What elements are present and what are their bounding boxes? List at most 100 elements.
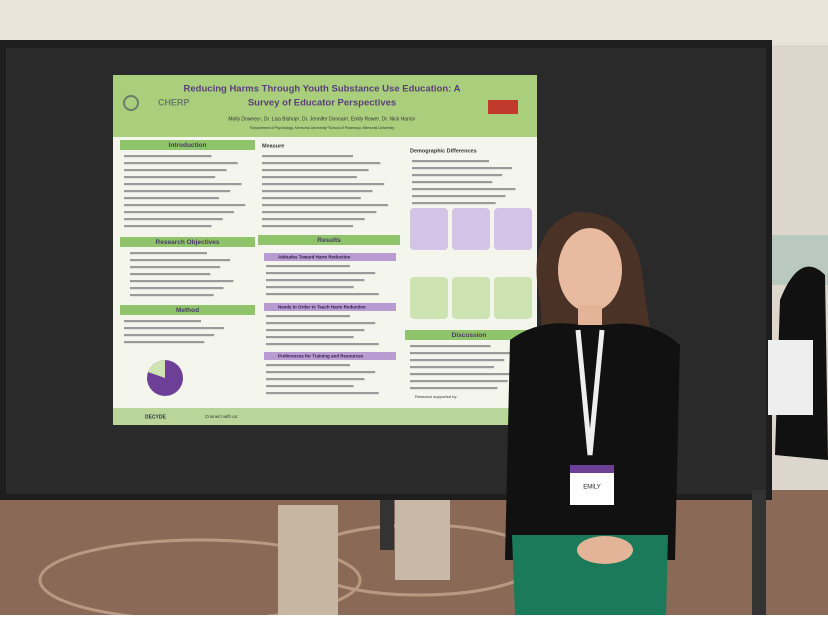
affiliations: ¹Department of Psychology, Memorial Univ… [250, 126, 394, 130]
section-header [405, 330, 533, 340]
results-heading: Attitudes Toward Harm Reduction [278, 255, 351, 260]
text-line [262, 176, 357, 179]
text-line [262, 155, 353, 158]
text-line [266, 315, 350, 318]
text-line [266, 329, 365, 332]
text-line [262, 169, 369, 172]
title-line: Survey of Educator Perspectives [248, 98, 396, 109]
text-line [412, 188, 516, 191]
text-line [130, 252, 207, 255]
text-line [410, 380, 508, 383]
section-title: Measure [262, 143, 284, 149]
text-line [130, 294, 214, 297]
title-line: Reducing Harms Through Youth Substance U… [184, 84, 461, 95]
support-label: Research supported by: [415, 394, 457, 399]
theme-box [494, 208, 532, 250]
text-line [266, 286, 354, 289]
theme-box [494, 277, 532, 319]
visitor-legs [395, 500, 450, 580]
text-line [124, 334, 215, 337]
results-heading: Needs in Order to Teach Harm Reduction [278, 305, 366, 310]
board-leg [380, 500, 394, 550]
text-line [266, 364, 350, 367]
text-line [412, 181, 493, 184]
text-line [130, 287, 224, 290]
text-line [412, 160, 489, 163]
lanyard [575, 329, 605, 456]
text-line [410, 366, 494, 369]
text-line [124, 176, 216, 179]
text-line [412, 202, 496, 205]
text-line [124, 341, 205, 344]
logo-icon [123, 95, 139, 111]
section-header [120, 140, 255, 150]
board-leg [752, 490, 766, 615]
text-line [266, 392, 379, 395]
text-line [130, 273, 211, 276]
theme-box [452, 208, 490, 250]
section-title: Demographic Differences [410, 148, 477, 154]
text-line [266, 385, 354, 388]
university-logo [488, 100, 518, 114]
text-line [412, 167, 513, 170]
text-line [410, 387, 498, 390]
logo: CHERP [158, 97, 190, 107]
theme-box [452, 277, 490, 319]
text-line [266, 336, 354, 339]
text-line [124, 204, 246, 207]
theme-box [410, 277, 448, 319]
pie-slice [148, 359, 165, 378]
hands [577, 536, 633, 564]
connect-label: Connect with us: [205, 414, 238, 419]
section-title: Introduction [169, 142, 207, 149]
text-line [410, 345, 491, 348]
text-line [124, 218, 223, 221]
poster-footer [113, 408, 537, 425]
text-line [262, 204, 389, 207]
poster-body: Introduction Research Objectives Method Mea… [120, 140, 533, 395]
tote-bag [768, 340, 813, 415]
results-heading-bar [264, 303, 396, 311]
text-line [124, 327, 225, 330]
text-line [410, 352, 515, 355]
sponsor: DECYDE [145, 414, 167, 420]
results-heading-bar [264, 352, 396, 360]
text-line [124, 320, 201, 323]
text-line [130, 266, 221, 269]
authors: Molly Downey¹, Dr. Lisa Bishop², Dr. Jen… [228, 116, 416, 122]
text-line [412, 174, 503, 177]
section-title: Results [317, 237, 341, 244]
section-title: Research Objectives [156, 239, 220, 246]
text-line [262, 218, 365, 221]
text-line [266, 272, 376, 275]
theme-box [410, 208, 448, 250]
section-header [120, 305, 255, 315]
text-line [124, 190, 231, 193]
badge-band [570, 465, 614, 473]
text-line [266, 293, 379, 296]
text-line [124, 211, 234, 214]
section-header [258, 235, 400, 245]
text-line [266, 371, 376, 374]
text-line [262, 190, 373, 193]
results-heading-bar [264, 253, 396, 261]
badge-name: EMILY [583, 485, 601, 491]
text-line [124, 162, 238, 165]
poster-header [113, 75, 537, 137]
text-line [266, 265, 350, 268]
text-line [410, 359, 505, 362]
text-line [266, 322, 376, 325]
section-header [120, 237, 255, 247]
text-line [266, 279, 365, 282]
text-line [130, 280, 234, 283]
visitor-coat [278, 505, 338, 615]
text-line [410, 373, 519, 376]
text-line [124, 183, 242, 186]
text-line [124, 197, 219, 200]
text-line [124, 225, 212, 228]
text-line [266, 378, 365, 381]
text-line [412, 195, 506, 198]
section-title: Method [176, 307, 199, 314]
